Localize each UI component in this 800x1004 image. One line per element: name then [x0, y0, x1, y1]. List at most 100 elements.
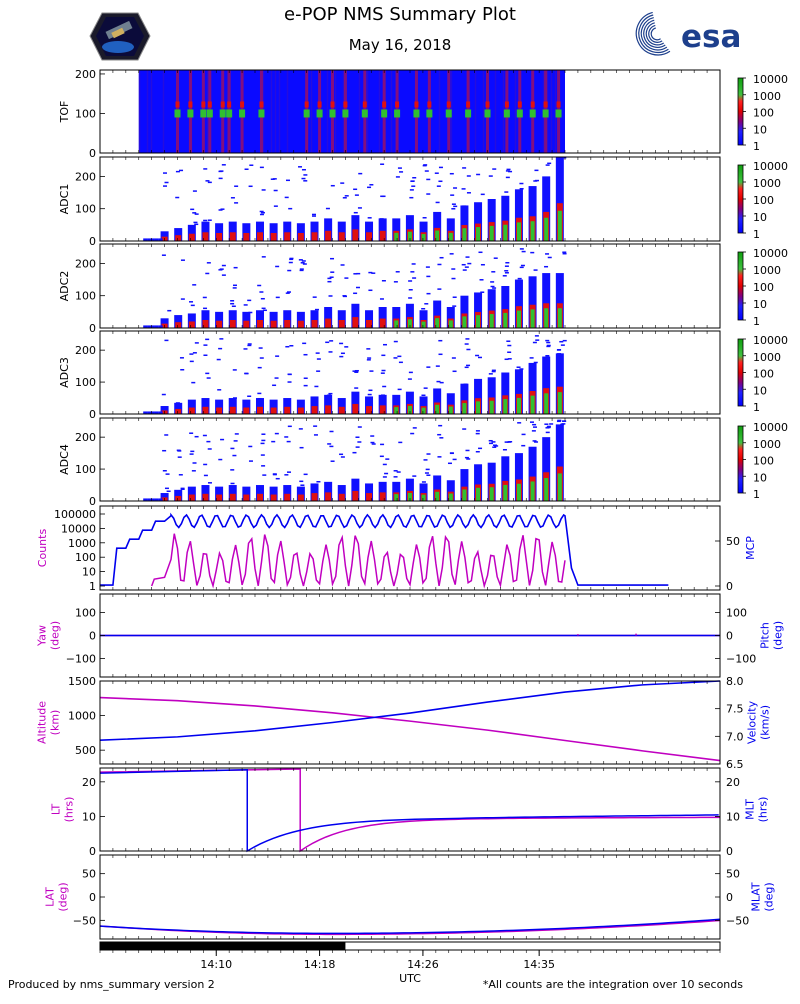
adc1-scatter [175, 196, 180, 199]
adc2-burst [296, 311, 305, 328]
colorbar-label: 10000 [753, 247, 788, 260]
adc1-burst [283, 221, 292, 241]
adc3-burst-core [202, 406, 209, 414]
tof-burst-band [530, 101, 535, 108]
tof-burst-core [465, 109, 472, 118]
adc4-scatter [207, 448, 212, 450]
pitch-y-tick-label: 100 [726, 606, 747, 619]
tof-streak [278, 70, 281, 153]
adc2-burst [310, 310, 319, 328]
adc3-burst [337, 398, 346, 414]
mcp-label: MCP [744, 536, 757, 560]
adc3-scatter [452, 370, 457, 373]
adc1-burst-core [297, 233, 304, 241]
adc3-scatter [466, 364, 471, 367]
adc4-burst-core [270, 494, 277, 501]
adc2-scatter [562, 252, 567, 255]
adc3-scatter [477, 356, 482, 359]
adc4-burst-core [297, 494, 304, 501]
adc1-burst [296, 223, 305, 241]
adc3-scatter [464, 366, 469, 369]
adc4-burst [460, 469, 469, 501]
adc2-scatter [410, 271, 415, 273]
page-date: May 16, 2018 [349, 36, 452, 54]
tof-y-tick-label: 200 [75, 68, 96, 81]
adc1-burst-core [338, 232, 345, 241]
tof-streak [358, 70, 361, 153]
tof-burst-band [446, 101, 451, 108]
adc1-scatter [409, 196, 414, 199]
adc3-burst [283, 398, 292, 414]
velocity-y-tick-label: 6.5 [726, 758, 744, 771]
counts-y-tick-label: 10 [82, 566, 96, 579]
adc2-scatter [426, 292, 431, 295]
velocity-y-tick-label: 7.0 [726, 730, 744, 743]
adc4-label: ADC4 [58, 444, 71, 475]
tof-burst-core [394, 109, 401, 118]
adc3-scatter [244, 372, 249, 375]
adc3-scatter [519, 368, 524, 370]
adc1-scatter [461, 188, 466, 190]
adc4-burst [187, 486, 196, 501]
adc1-burst-peak [557, 210, 562, 241]
adc4-scatter [189, 432, 194, 434]
adc1-scatter [476, 173, 481, 176]
adc4-scatter [192, 462, 197, 464]
adc1-scatter [285, 179, 290, 182]
lt-label: LT (hrs) [50, 797, 76, 823]
adc2-burst-core [256, 320, 263, 328]
adc2-scatter [247, 299, 252, 302]
tof-burst-band [382, 101, 387, 108]
mlat-label: MLAT (deg) [750, 882, 776, 912]
altitude-y-tick-label: 1500 [68, 675, 96, 688]
adc1-scatter [205, 180, 210, 182]
adc3-burst [150, 411, 155, 414]
tof-burst-band [240, 101, 245, 108]
adc1-burst-peak [448, 232, 453, 241]
adc2-burst [150, 325, 155, 328]
adc2-scatter [425, 266, 430, 268]
adc3-scatter [344, 346, 349, 348]
adc4-scatter [426, 453, 431, 455]
adc1-scatter [330, 184, 335, 187]
adc1-burst [446, 218, 455, 241]
adc3-scatter [339, 342, 344, 345]
adc3-y-tick-label: 0 [89, 408, 96, 421]
adc1-burst-peak [489, 225, 494, 241]
adc3-scatter [507, 358, 512, 360]
counts-label: Counts [36, 529, 49, 568]
adc1-label: ADC1 [58, 184, 71, 215]
adc1-burst-peak [421, 234, 426, 241]
adc3-scatter [546, 345, 551, 348]
colorbar-label: 1000 [753, 264, 781, 277]
adc1-scatter [203, 219, 208, 222]
adc4-burst-peak [435, 491, 440, 501]
adc2-scatter [451, 268, 456, 270]
adc4-burst [514, 453, 523, 501]
adc3-scatter [398, 361, 403, 364]
adc3-scatter [189, 360, 194, 363]
adc4-burst [160, 493, 169, 501]
adc1-scatter [162, 172, 167, 174]
adc3-burst-peak [530, 395, 535, 414]
adc2-scatter [439, 256, 444, 259]
adc1-scatter [301, 177, 306, 180]
adc1-burst [310, 221, 319, 241]
tof-burst-core [206, 109, 213, 118]
adc1-scatter [344, 195, 349, 197]
lat-y-tick-label: −50 [73, 914, 96, 927]
mcp-y-tick-label: 0 [726, 580, 733, 593]
adc2-scatter [327, 277, 332, 280]
pitch-y-tick-label: −100 [726, 653, 756, 666]
adc2-burst-peak [462, 316, 467, 328]
adc2-scatter [259, 291, 264, 293]
mlat-y-tick-label: 50 [726, 868, 740, 881]
adc4-scatter [449, 452, 454, 455]
adc3-burst [405, 391, 414, 414]
adc2-burst-core [284, 320, 291, 328]
adc1-scatter [380, 195, 385, 198]
adc1-scatter [505, 170, 510, 172]
adc4-scatter [284, 436, 289, 438]
adc4-scatter [190, 450, 195, 453]
adc2-scatter [275, 296, 280, 299]
